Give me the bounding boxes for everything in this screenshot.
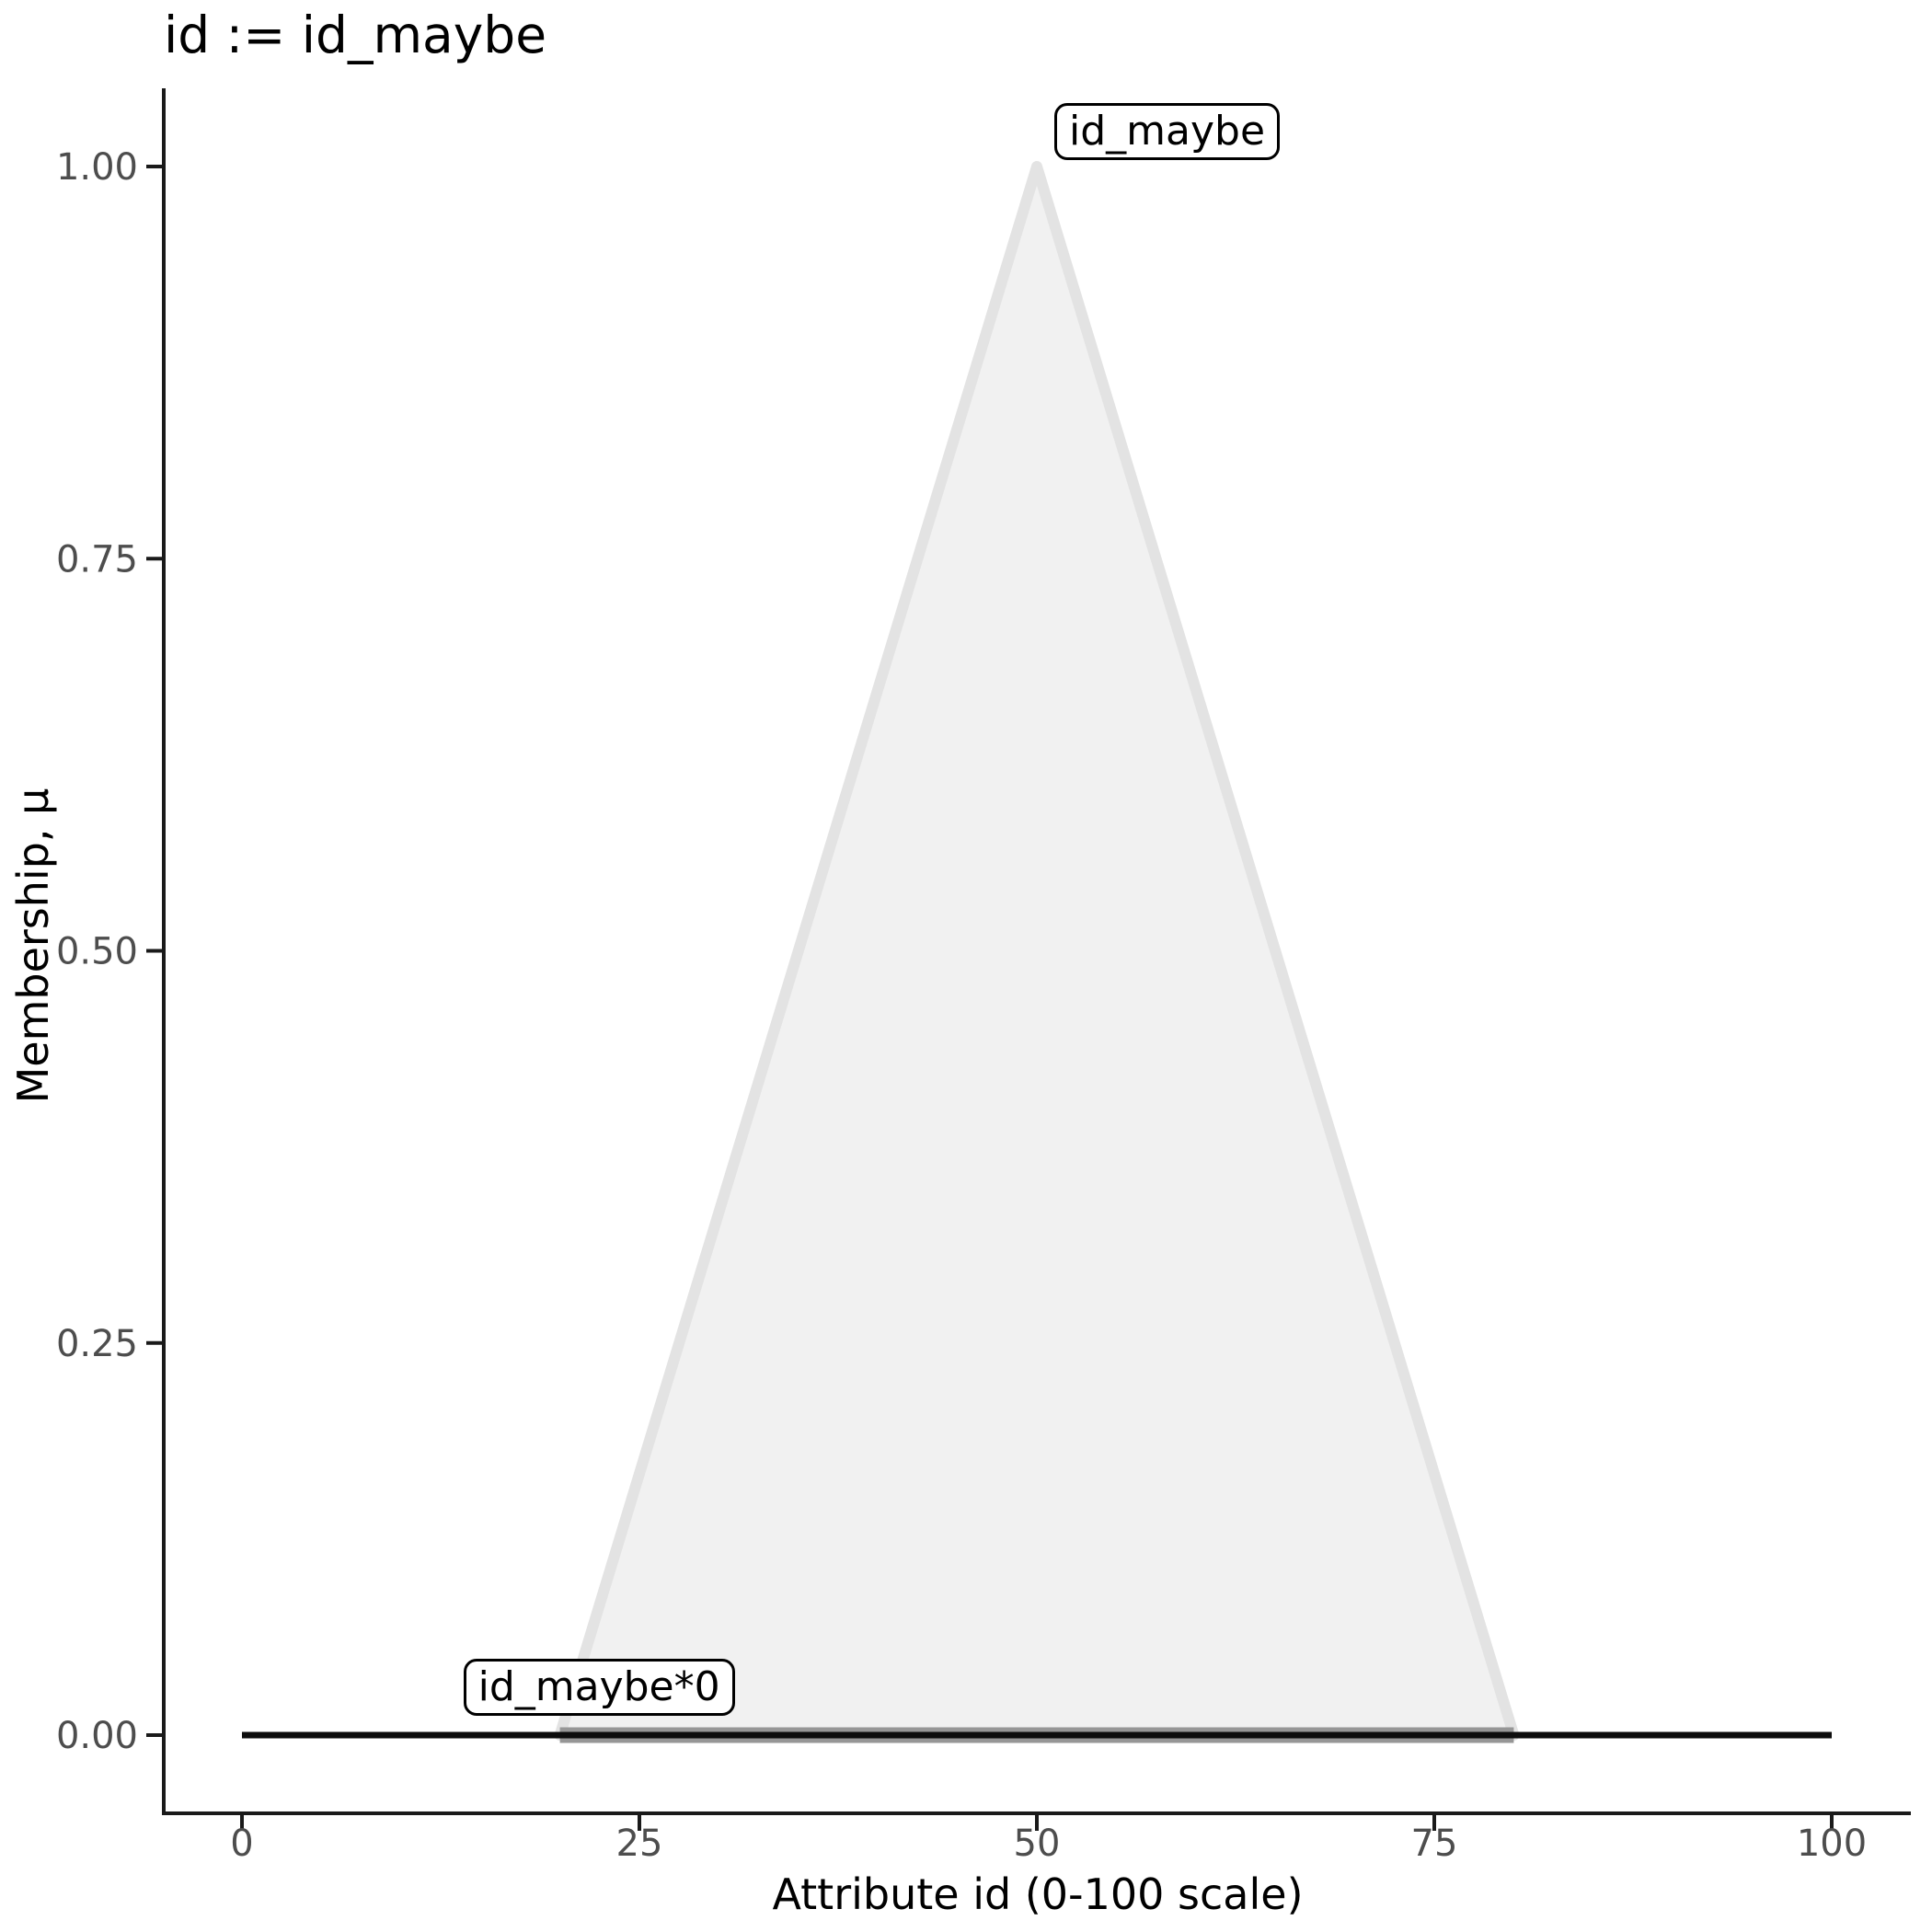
annotation-id-maybe-times-0: id_maybe*0	[463, 1659, 735, 1716]
x-tick-label: 25	[616, 1823, 663, 1865]
annotation-id-maybe: id_maybe	[1054, 103, 1281, 160]
x-tick-label: 75	[1411, 1823, 1458, 1865]
x-tick-label: 0	[230, 1823, 253, 1865]
x-axis-title: Attribute id (0-100 scale)	[772, 1869, 1304, 1919]
series-id-maybe	[554, 161, 1520, 1741]
y-tick-label: 0.75	[56, 538, 138, 581]
chart-title: id := id_maybe	[164, 6, 547, 64]
y-tick-label: 0.25	[56, 1323, 138, 1365]
x-tick-label: 50	[1014, 1823, 1061, 1865]
y-tick-label: 0.00	[56, 1715, 138, 1757]
y-tick-label: 1.00	[56, 146, 138, 189]
x-tick-label: 100	[1797, 1823, 1867, 1865]
y-tick-label: 0.50	[56, 931, 138, 973]
